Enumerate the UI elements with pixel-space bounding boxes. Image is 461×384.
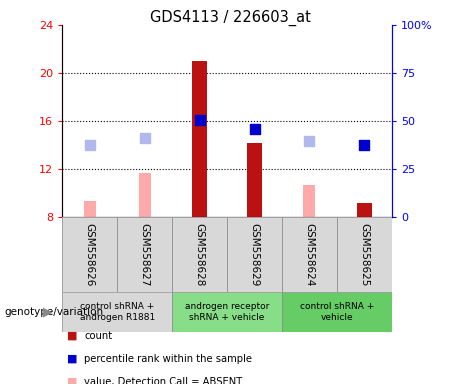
Point — [361, 142, 368, 148]
Point — [306, 138, 313, 144]
Text: GSM558629: GSM558629 — [249, 223, 260, 286]
Bar — [192, 61, 207, 217]
Text: GSM558628: GSM558628 — [195, 223, 205, 286]
Point — [196, 117, 203, 123]
Bar — [62, 292, 172, 332]
Bar — [282, 217, 337, 292]
Bar — [337, 217, 392, 292]
Text: GSM558624: GSM558624 — [304, 223, 314, 286]
Bar — [139, 172, 151, 217]
Point — [86, 142, 94, 148]
Text: ■: ■ — [67, 354, 77, 364]
Text: value, Detection Call = ABSENT: value, Detection Call = ABSENT — [84, 377, 242, 384]
Point — [141, 135, 148, 141]
Bar — [227, 217, 282, 292]
Text: count: count — [84, 331, 112, 341]
Text: genotype/variation: genotype/variation — [5, 307, 104, 317]
Point — [251, 126, 258, 132]
Bar — [247, 142, 262, 217]
Text: androgen receptor
shRNA + vehicle: androgen receptor shRNA + vehicle — [185, 302, 269, 322]
Text: ■: ■ — [67, 331, 77, 341]
Text: GSM558625: GSM558625 — [360, 223, 369, 286]
Text: percentile rank within the sample: percentile rank within the sample — [84, 354, 252, 364]
Bar — [303, 185, 315, 217]
Bar — [357, 203, 372, 217]
Text: GDS4113 / 226603_at: GDS4113 / 226603_at — [150, 10, 311, 26]
Text: GSM558626: GSM558626 — [85, 223, 95, 286]
Bar — [62, 217, 117, 292]
Text: control shRNA +
androgen R1881: control shRNA + androgen R1881 — [80, 302, 155, 322]
Text: ■: ■ — [67, 377, 77, 384]
Bar — [83, 201, 96, 217]
Bar — [282, 292, 392, 332]
Text: ▶: ▶ — [43, 306, 53, 318]
Bar — [117, 217, 172, 292]
Bar — [172, 217, 227, 292]
Text: control shRNA +
vehicle: control shRNA + vehicle — [300, 302, 374, 322]
Text: GSM558627: GSM558627 — [140, 223, 150, 286]
Bar — [172, 292, 282, 332]
